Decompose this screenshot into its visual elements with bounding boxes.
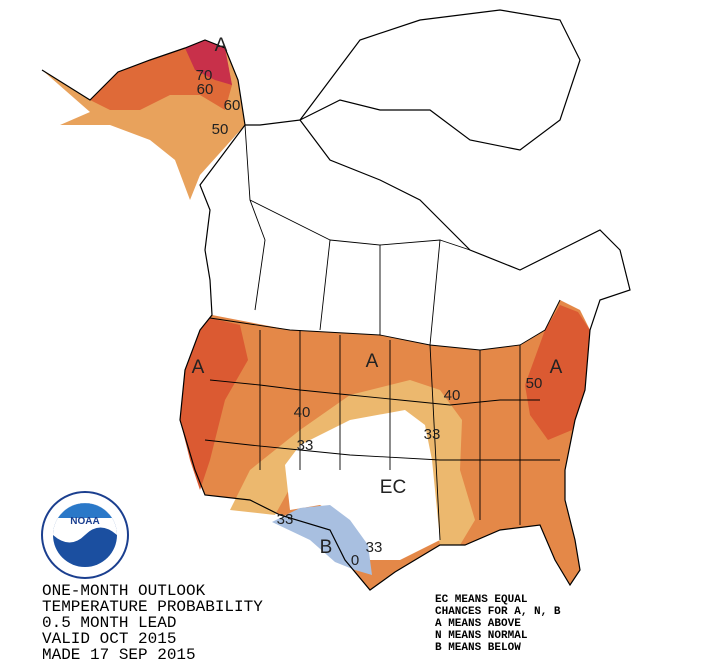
title-line: MADE 17 SEP 2015 xyxy=(42,646,196,664)
category-label: EC xyxy=(380,477,406,498)
contour-label: 60 xyxy=(224,97,241,114)
province-borders xyxy=(244,124,471,346)
category-label: A xyxy=(192,357,205,378)
contour-label: 0 xyxy=(351,552,359,569)
category-label: A xyxy=(550,357,563,378)
legend-line: B MEANS BELOW xyxy=(435,642,521,654)
contour-label: 70 xyxy=(196,67,213,84)
logo-sky xyxy=(58,503,112,518)
title-line: ONE-MONTH OUTLOOK xyxy=(42,582,206,600)
legend-line: EC MEANS EQUAL xyxy=(435,594,528,606)
legend-line: N MEANS NORMAL xyxy=(435,630,528,642)
us-canada-border xyxy=(209,299,561,351)
contour-label: 40 xyxy=(444,387,461,404)
contour-label: 60 xyxy=(197,81,214,98)
state-borders xyxy=(204,330,560,541)
arctic-islands xyxy=(299,9,581,151)
below-33 xyxy=(272,505,372,575)
equal-chances xyxy=(285,410,440,560)
east-coast-50 xyxy=(525,305,590,440)
logo-text: NOAA xyxy=(70,516,99,527)
contour-label: 40 xyxy=(294,404,311,421)
contour-label: 33 xyxy=(366,539,383,556)
category-label: A xyxy=(366,351,379,372)
legend-line: CHANCES FOR A, N, B xyxy=(435,606,561,618)
contour-label: 50 xyxy=(526,375,543,392)
coastline xyxy=(41,39,631,591)
contour-label: 33 xyxy=(297,437,314,454)
title-line: TEMPERATURE PROBABILITY xyxy=(42,598,263,616)
category-label: B xyxy=(320,537,333,558)
contour-label: 33 xyxy=(424,426,441,443)
title-line: 0.5 MONTH LEAD xyxy=(42,614,176,632)
west-coast-50 xyxy=(180,318,248,490)
contour-label: 50 xyxy=(212,121,229,138)
category-label: A xyxy=(215,35,228,56)
alaska-70 xyxy=(185,40,232,85)
legend-line: A MEANS ABOVE xyxy=(435,618,521,630)
title-line: VALID OCT 2015 xyxy=(42,630,176,648)
contour-label: 33 xyxy=(277,511,294,528)
